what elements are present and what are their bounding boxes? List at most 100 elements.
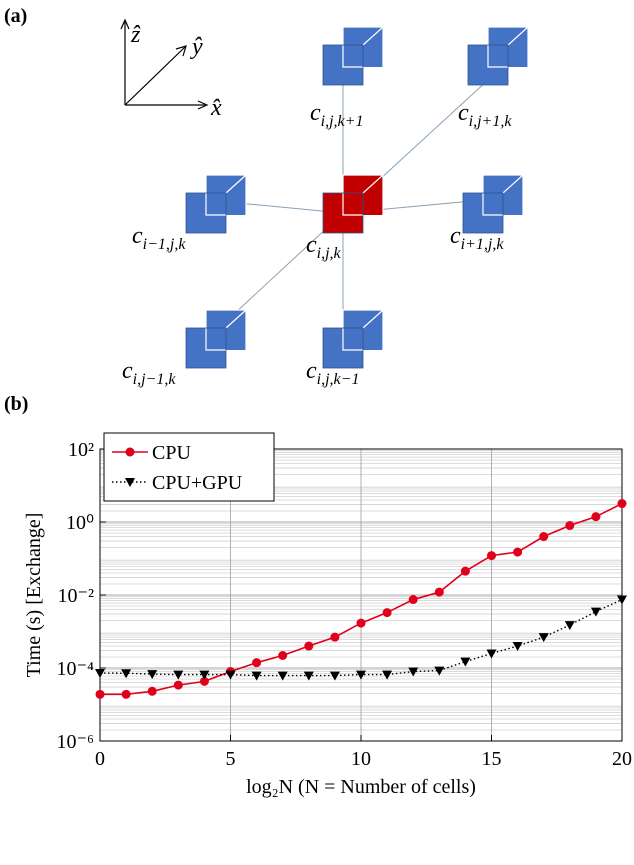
data-point bbox=[173, 680, 183, 690]
cube-outline bbox=[322, 44, 364, 86]
data-point bbox=[356, 670, 366, 680]
data-point bbox=[147, 686, 157, 696]
data-point bbox=[95, 668, 105, 678]
data-point bbox=[487, 551, 496, 561]
data-point bbox=[330, 632, 340, 642]
cell-base: c bbox=[450, 223, 461, 249]
cube-edges bbox=[322, 26, 384, 86]
cell-label: ci,j+1,k bbox=[458, 100, 512, 130]
legend-box bbox=[103, 432, 275, 502]
data-point bbox=[95, 689, 105, 699]
cube-edges bbox=[322, 174, 384, 234]
cell-label: ci−1,j,k bbox=[132, 223, 186, 253]
arrow-head bbox=[120, 18, 130, 30]
data-point bbox=[356, 618, 366, 628]
y-axis-label: Time (s) [Exchange] bbox=[23, 513, 45, 678]
data-point bbox=[382, 608, 392, 618]
arrow-head bbox=[175, 45, 187, 57]
cell-base: c bbox=[306, 358, 317, 384]
cell-sub: i,j−1,k bbox=[133, 371, 177, 388]
data-point bbox=[565, 521, 575, 531]
cell-sub: i,j,k bbox=[317, 245, 342, 262]
cell-base: c bbox=[310, 100, 321, 126]
cube-edges bbox=[467, 26, 529, 86]
y-tick-label: 10⁻² bbox=[57, 585, 94, 607]
cell-label: ci,j,k+1 bbox=[310, 100, 363, 130]
legend-marker bbox=[125, 447, 135, 457]
cell-label: ci,j,k bbox=[306, 232, 342, 262]
cell-label: ci,j−1,k bbox=[122, 358, 176, 388]
data-point bbox=[277, 671, 288, 681]
data-point bbox=[591, 512, 601, 522]
cube-edges bbox=[322, 309, 384, 369]
cell-label: ci,j,k−1 bbox=[306, 358, 359, 388]
arrow-head bbox=[197, 100, 209, 110]
cell-sub: i−1,j,k bbox=[143, 236, 187, 253]
cell-label: ci+1,j,k bbox=[450, 223, 504, 253]
cube-edges bbox=[185, 174, 247, 234]
data-point bbox=[434, 666, 445, 676]
plot-frame bbox=[99, 448, 623, 742]
data-point bbox=[512, 642, 523, 652]
data-point bbox=[199, 676, 209, 686]
axis-label: ẑ bbox=[130, 22, 141, 48]
axis-label: x̂ bbox=[210, 95, 222, 121]
cube-edges bbox=[185, 309, 247, 369]
data-point bbox=[382, 670, 393, 680]
data-point bbox=[408, 595, 418, 605]
legend-marker bbox=[125, 478, 135, 487]
cell-base: c bbox=[458, 100, 469, 126]
cell-sub: i,j+1,k bbox=[469, 113, 513, 130]
cell-base: c bbox=[122, 358, 133, 384]
data-point bbox=[590, 607, 601, 617]
data-point bbox=[147, 670, 158, 680]
data-point bbox=[199, 670, 210, 680]
plot: 10⁻⁶ 10⁻⁴ 10⁻² 10⁰ 10² 0 5 10 15 20 log₂N (N = Num… bbox=[23, 432, 632, 798]
data-point bbox=[617, 499, 627, 509]
cubes: ci,j,k+1 ci,j+1,kci−1,j,k ci,j,kci+1,j,kci… bbox=[122, 26, 529, 388]
data-point bbox=[564, 621, 575, 631]
axis-arrow bbox=[124, 46, 186, 106]
cube-outline bbox=[462, 192, 504, 234]
axes-icon bbox=[120, 18, 209, 110]
cube-outline bbox=[467, 44, 509, 86]
data-point bbox=[121, 689, 131, 699]
data-point bbox=[617, 595, 627, 605]
data-point bbox=[329, 671, 340, 681]
cell-base: c bbox=[306, 232, 317, 258]
data-point bbox=[278, 651, 288, 661]
legend-label: CPU bbox=[152, 442, 191, 464]
legend-label: CPU+GPU bbox=[152, 472, 243, 494]
cell-sub: i+1,j,k bbox=[461, 236, 505, 253]
cube-outline bbox=[185, 327, 227, 369]
data-point bbox=[252, 658, 262, 668]
x-tick-label: 20 bbox=[612, 748, 632, 770]
x-axis-label: log₂N (N = Number of cells) bbox=[246, 776, 476, 798]
x-tick-label: 15 bbox=[482, 748, 502, 770]
data-point bbox=[173, 670, 184, 680]
cube-outline bbox=[185, 192, 227, 234]
cube-outline bbox=[322, 327, 364, 369]
cell-base: c bbox=[132, 223, 143, 249]
data-point bbox=[408, 667, 419, 677]
x-tick-label: 0 bbox=[95, 748, 105, 770]
y-tick-label: 10⁻⁴ bbox=[56, 658, 94, 680]
data-point bbox=[539, 532, 549, 542]
data-point bbox=[225, 670, 236, 680]
cube-edges bbox=[462, 174, 524, 234]
cell-sub: i,j,k−1 bbox=[317, 371, 360, 388]
y-tick-label: 10⁻⁶ bbox=[56, 731, 94, 753]
x-tick-label: 5 bbox=[226, 748, 236, 770]
data-point bbox=[304, 641, 314, 651]
data-point bbox=[303, 671, 314, 681]
x-tick-label: 10 bbox=[351, 748, 371, 770]
y-tick-label: 10⁰ bbox=[66, 512, 94, 534]
data-point bbox=[513, 547, 523, 557]
data-point bbox=[460, 566, 470, 576]
data-point bbox=[121, 669, 132, 679]
panel-label: (a) bbox=[4, 5, 27, 27]
data-point bbox=[460, 657, 471, 667]
data-point bbox=[486, 649, 497, 659]
data-point bbox=[538, 633, 549, 643]
